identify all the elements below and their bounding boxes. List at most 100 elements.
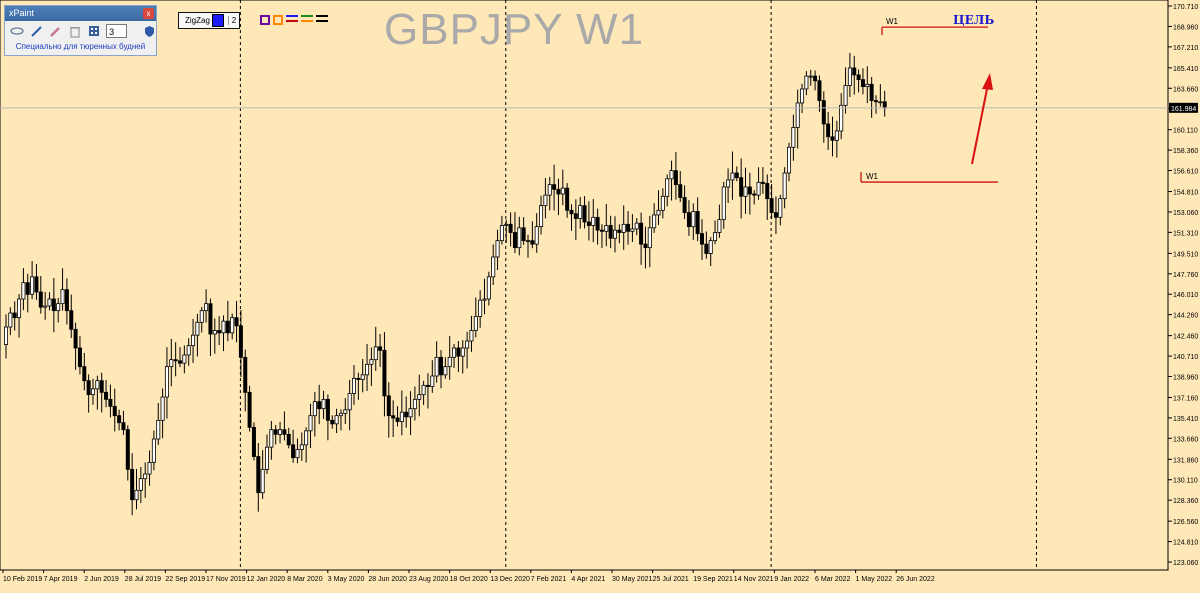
shield-icon[interactable]: [143, 24, 156, 38]
candle-bear: [386, 395, 391, 417]
xpaint-panel[interactable]: xPaint x 3 Специально для тюренных будне…: [4, 5, 157, 56]
candle-bull: [465, 340, 470, 349]
color-lines-black[interactable]: [316, 15, 328, 25]
candle-bull: [304, 430, 309, 446]
candle-bull: [665, 178, 670, 197]
candle-bull: [360, 374, 365, 380]
x-tick-label: 6 Mar 2022: [815, 576, 851, 583]
zigzag-value[interactable]: 2: [227, 16, 239, 25]
x-tick-label: 7 Feb 2021: [531, 576, 567, 583]
candle-bull: [408, 408, 413, 418]
candle-bull: [800, 88, 805, 104]
candle-bear: [639, 222, 644, 245]
color-square-purple[interactable]: [260, 15, 270, 25]
color-lines-blue-red[interactable]: [286, 15, 298, 25]
candle-bull: [312, 401, 317, 417]
candle-bull: [447, 356, 452, 368]
candle-bear: [530, 240, 535, 245]
candle-bull: [230, 317, 235, 334]
candle-bear: [38, 291, 43, 308]
x-tick-label: 8 Mar 2020: [287, 576, 323, 583]
y-tick-label: 124.810: [1173, 540, 1198, 547]
candle-bull: [778, 198, 783, 218]
candle-bull: [691, 211, 696, 228]
candle-bull: [878, 101, 883, 104]
y-tick-label: 151.310: [1173, 230, 1198, 237]
x-tick-label: 13 Dec 2020: [490, 576, 530, 583]
candle-bear: [177, 360, 182, 364]
color-square-orange[interactable]: [273, 15, 283, 25]
y-tick-label: 158.360: [1173, 148, 1198, 155]
candle-bear: [565, 187, 570, 211]
x-tick-label: 17 Nov 2019: [206, 576, 246, 583]
candle-bull: [847, 67, 852, 86]
marker-icon[interactable]: [49, 24, 62, 38]
candle-bear: [752, 193, 757, 196]
candle-bull: [43, 305, 48, 308]
drawing-color-palette: [260, 15, 328, 25]
candle-bear: [678, 184, 683, 198]
candle-bull: [708, 240, 713, 254]
candle-bull: [713, 232, 718, 242]
candle-bear: [643, 243, 648, 249]
zigzag-indicator-panel[interactable]: ZigZag 2: [178, 12, 240, 29]
candle-bull: [321, 398, 326, 410]
candle-bear: [317, 401, 322, 410]
eraser-icon[interactable]: [10, 24, 24, 38]
candle-bear: [251, 426, 256, 457]
candle-bear: [573, 213, 578, 219]
palette-icon[interactable]: [87, 24, 100, 38]
x-tick-label: 9 Jan 2022: [774, 576, 809, 583]
y-tick-label: 128.360: [1173, 498, 1198, 505]
y-tick-label: 153.060: [1173, 210, 1198, 217]
candle-bull: [343, 409, 348, 414]
candle-bear: [121, 422, 126, 431]
candle-bear: [734, 172, 739, 179]
xpaint-note: Специально для тюренных будней: [15, 42, 146, 51]
x-tick-label: 1 May 2022: [856, 576, 893, 583]
y-tick-label: 160.110: [1173, 128, 1198, 135]
y-tick-label: 130.110: [1173, 478, 1198, 485]
candle-bear: [282, 429, 287, 435]
candle-bull: [351, 377, 356, 394]
line-width-input[interactable]: 3: [106, 24, 127, 38]
trash-icon[interactable]: [68, 24, 81, 38]
candle-bull: [543, 194, 548, 207]
candle-bull: [660, 195, 665, 211]
y-tick-label: 168.960: [1173, 24, 1198, 31]
zigzag-color-swatch[interactable]: [211, 14, 224, 27]
candle-bull: [221, 320, 226, 334]
candle-bear: [51, 298, 56, 312]
x-tick-label: 19 Sep 2021: [693, 576, 733, 583]
candle-bull: [591, 216, 596, 226]
candle-bull: [334, 415, 339, 425]
xpaint-title: xPaint: [9, 8, 35, 18]
candle-bull: [469, 330, 474, 342]
candle-bear: [773, 212, 778, 218]
candle-bull: [499, 225, 504, 242]
candle-bull: [834, 130, 839, 141]
candle-bull: [147, 461, 152, 475]
candle-bear: [874, 100, 879, 103]
candle-bull: [791, 127, 796, 148]
brush-icon[interactable]: [30, 24, 43, 38]
xpaint-close-button[interactable]: x: [143, 8, 154, 19]
candle-bear: [765, 183, 770, 200]
x-tick-label: 28 Jul 2019: [125, 576, 161, 583]
candle-bull: [156, 419, 161, 440]
candle-bear: [286, 433, 291, 446]
candle-bear: [582, 205, 587, 223]
candle-bear: [330, 419, 335, 425]
candle-bear: [173, 359, 178, 362]
color-lines-green-orange[interactable]: [301, 15, 313, 25]
candle-bear: [704, 243, 709, 254]
candle-bull: [534, 226, 539, 245]
candle-bull: [756, 181, 761, 196]
xpaint-title-bar[interactable]: xPaint x: [5, 6, 156, 21]
candle-bull: [47, 298, 52, 307]
x-tick-label: 10 Feb 2019: [3, 576, 42, 583]
candle-bear: [599, 229, 604, 232]
candle-bull: [338, 412, 343, 417]
